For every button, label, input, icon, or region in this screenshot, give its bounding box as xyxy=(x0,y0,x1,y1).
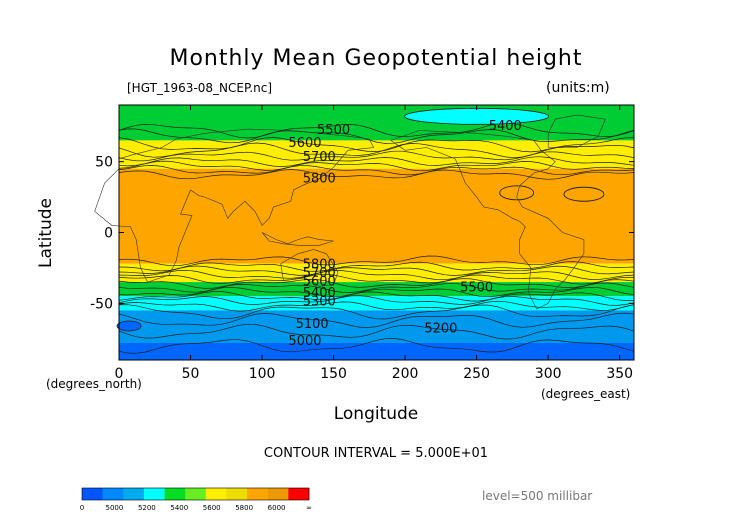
units-label: (units:m) xyxy=(546,80,610,96)
contour-line-16 xyxy=(118,286,635,298)
x-tick-label: 250 xyxy=(463,366,490,382)
band-7 xyxy=(119,343,634,360)
band-2 xyxy=(119,168,634,264)
contour-interval: CONTOUR INTERVAL = 5.000E+01 xyxy=(263,446,489,461)
contour-label: 5300 xyxy=(303,295,336,310)
high-cell xyxy=(563,186,605,202)
contour-line-7 xyxy=(118,165,635,176)
contour-line-0 xyxy=(118,122,635,139)
contour-line-4 xyxy=(118,150,635,162)
colorbar-label: 5600 xyxy=(203,504,221,512)
colorbar-swatch xyxy=(143,488,165,500)
band-3 xyxy=(119,263,634,283)
contour-label: 5500 xyxy=(317,123,350,138)
x-tick-label: 150 xyxy=(320,366,347,382)
high-cell xyxy=(499,185,535,201)
contour-line-22 xyxy=(118,323,635,340)
colorbar-label: 5200 xyxy=(138,504,156,512)
x-tick-label: 0 xyxy=(115,366,124,382)
axis-ticks: 0 50 100 150 200 250 300 350 -50 0 50 xyxy=(90,105,634,382)
contour-line-9 xyxy=(118,255,635,267)
contour-line-21 xyxy=(118,312,635,328)
x-unit-label: (degrees_east) xyxy=(541,387,631,401)
contour-line-12 xyxy=(118,269,635,281)
colorbar-label: 5800 xyxy=(235,504,253,512)
colorbar-swatch xyxy=(247,488,269,500)
colorbar-frame xyxy=(81,487,310,501)
y-unit-label: (degrees_north) xyxy=(46,377,142,391)
colorbar-swatch xyxy=(164,488,186,500)
coastline-2 xyxy=(390,130,585,310)
colorbar-label: 6000 xyxy=(268,504,286,512)
contour-line-14 xyxy=(118,278,635,289)
colorbar-label: 0 xyxy=(80,504,84,512)
colorbar-swatch xyxy=(123,488,145,500)
contour-label: 5000 xyxy=(288,334,321,349)
colorbar-swatch xyxy=(267,488,289,500)
contour-line-18 xyxy=(118,295,635,306)
contour-line-19 xyxy=(118,300,635,312)
x-axis-label: Longitude xyxy=(333,404,419,424)
contour-label: 5600 xyxy=(303,275,336,290)
contour-label: 5600 xyxy=(288,136,321,151)
contour-line-5 xyxy=(118,156,635,167)
contour-line-15 xyxy=(118,282,635,293)
y-tick-label: 0 xyxy=(104,226,113,242)
arctic-low xyxy=(404,107,550,125)
contour-line-13 xyxy=(118,273,635,285)
colorbar-label: ∞ xyxy=(306,504,312,512)
colorbar-swatch xyxy=(102,488,124,500)
contour-label: 5800 xyxy=(303,258,336,273)
contour-label: 5700 xyxy=(303,266,336,281)
file-label: [HGT_1963-08_NCEP.nc] xyxy=(127,81,273,95)
contour-label: 5800 xyxy=(303,171,336,186)
color-bands xyxy=(119,105,634,360)
contour-line-3 xyxy=(118,142,635,159)
antarctic-low xyxy=(116,320,142,332)
band-5 xyxy=(119,296,634,311)
colorbar-label: 5400 xyxy=(170,504,188,512)
coastline-4 xyxy=(261,232,334,246)
contour-line-11 xyxy=(118,265,635,276)
contour-line-6 xyxy=(118,160,635,172)
contour-line-20 xyxy=(118,304,635,320)
colorbar-swatch xyxy=(226,488,248,500)
contour-label: 5700 xyxy=(303,150,336,165)
coastline-1 xyxy=(280,249,339,287)
x-tick-label: 100 xyxy=(249,366,276,382)
contour-line-17 xyxy=(118,291,635,302)
colorbar-label: 5000 xyxy=(106,504,124,512)
x-tick-label: 300 xyxy=(535,366,562,382)
contour-label: 5200 xyxy=(424,321,457,336)
colorbar-swatch xyxy=(82,488,103,500)
y-tick-label: -50 xyxy=(90,296,113,312)
chart-title: Monthly Mean Geopotential height xyxy=(169,46,583,71)
contour-line-8 xyxy=(118,169,635,180)
coastlines xyxy=(94,114,606,310)
x-tick-label: 350 xyxy=(606,366,633,382)
x-tick-label: 50 xyxy=(182,366,200,382)
colorbar-swatch xyxy=(205,488,227,500)
y-tick-label: 50 xyxy=(95,155,113,171)
coastline-3 xyxy=(547,114,606,148)
colorbar-swatch xyxy=(288,488,310,500)
coastline-0 xyxy=(94,128,375,283)
contour-label: 5400 xyxy=(489,119,522,134)
contour-label: 5100 xyxy=(296,317,329,332)
x-tick-label: 200 xyxy=(392,366,419,382)
colorbar-swatch xyxy=(185,488,207,500)
colorbar: 0 5000 5200 5400 5600 5800 6000 ∞ xyxy=(80,487,312,512)
contour-label: 5500 xyxy=(460,280,493,295)
level-label: level=500 millibar xyxy=(482,489,593,503)
contour-line-23 xyxy=(118,338,635,354)
contour-line-10 xyxy=(118,261,635,272)
contour-label: 5400 xyxy=(303,286,336,301)
